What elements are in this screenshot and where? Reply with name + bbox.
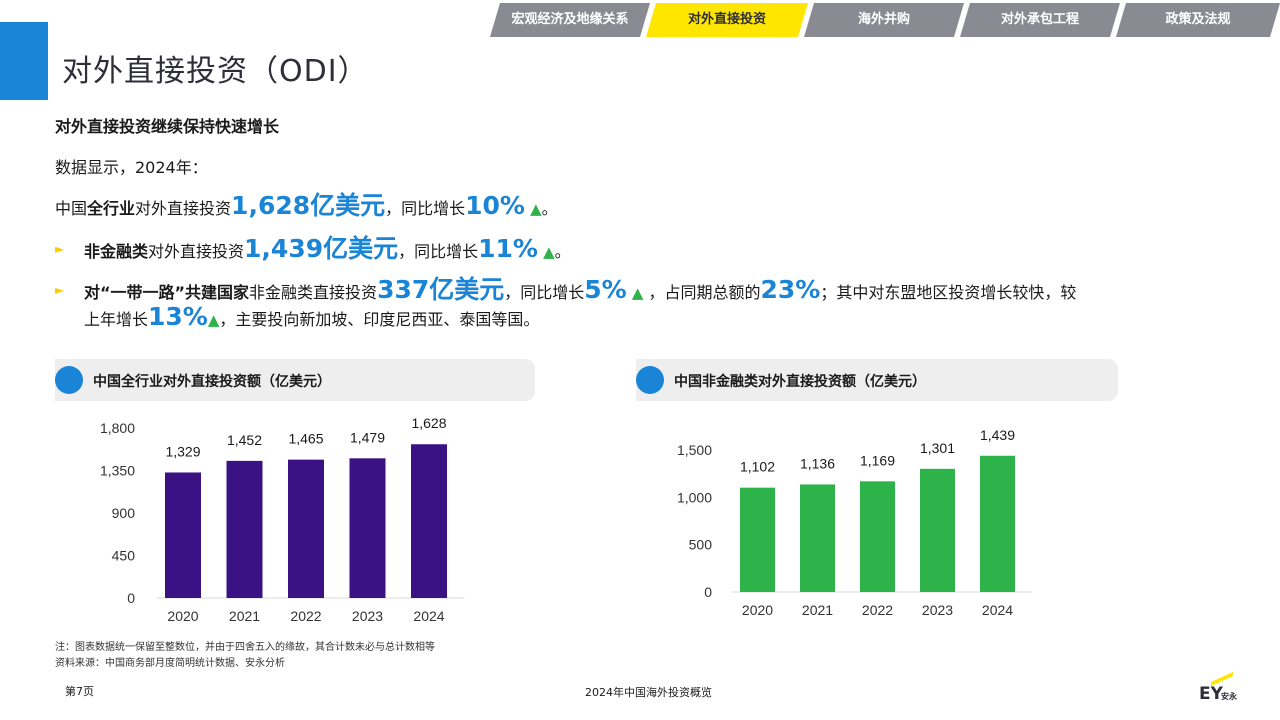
bar-chart-all-industries: 0 450 900 1,350 1,800 1,329 2020 1,452 2021 1,465… xyxy=(100,415,465,624)
up-arrow-icon: ▲ xyxy=(631,284,644,302)
intro-text: 数据显示，2024年： xyxy=(55,158,208,177)
x-tick-label: 2021 xyxy=(229,608,260,624)
bullet-arrow-icon: ► xyxy=(55,242,65,256)
bar xyxy=(740,487,775,592)
y-tick-label: 0 xyxy=(704,584,712,600)
bar-chart-non-financial: 0 500 1,000 1,500 1,102 2020 1,136 2021 1,169 202… xyxy=(677,430,1032,618)
y-tick-label: 900 xyxy=(112,505,136,521)
summary-line-non-financial: 非金融类对外直接投资1,439亿美元，同比增长11% ▲。 xyxy=(84,234,571,263)
belt-road-share: 23% xyxy=(760,275,821,304)
tab-odi[interactable]: 对外直接投资 xyxy=(646,3,808,37)
bar-value-label: 1,301 xyxy=(920,440,955,456)
page-number: 第7页 xyxy=(65,685,94,698)
belt-road-value: 337亿美元 xyxy=(377,275,505,304)
bar xyxy=(349,458,386,598)
bar-value-label: 1,628 xyxy=(411,415,446,431)
chart-header-non-financial: 中国非金融类对外直接投资额（亿美元） xyxy=(636,359,1118,401)
bar-value-label: 1,439 xyxy=(980,430,1015,443)
circle-icon xyxy=(55,366,83,394)
chart-title-non-financial: 中国非金融类对外直接投资额（亿美元） xyxy=(674,374,926,390)
x-tick-label: 2022 xyxy=(290,608,321,624)
non-financial-growth: 11% xyxy=(478,234,538,263)
bar xyxy=(165,472,201,598)
bar xyxy=(288,459,324,598)
footer-report-title: 2024年中国海外投资概览 xyxy=(585,686,712,699)
y-tick-label: 0 xyxy=(127,590,135,606)
y-tick-label: 1,350 xyxy=(100,463,135,479)
top-navigation: 宏观经济及地缘关系 对外直接投资 海外并购 对外承包工程 政策及法规 xyxy=(490,3,1280,37)
tab-policy[interactable]: 政策及法规 xyxy=(1116,3,1280,37)
up-arrow-icon: ▲ xyxy=(543,243,555,261)
bar-value-label: 1,465 xyxy=(288,431,323,447)
data-source: 资料来源：中国商务部月度简明统计数据、安永分析 xyxy=(55,658,285,669)
bar xyxy=(800,484,835,592)
bar xyxy=(920,468,955,592)
tab-contract-projects[interactable]: 对外承包工程 xyxy=(960,3,1120,37)
tab-macro-economy[interactable]: 宏观经济及地缘关系 xyxy=(490,3,650,37)
bar xyxy=(980,455,1015,592)
total-odi-value: 1,628亿美元 xyxy=(231,191,386,220)
x-tick-label: 2024 xyxy=(982,602,1013,618)
summary-line-asean: 上年增长13%▲，主要投向新加坡、印度尼西亚、泰国等国。 xyxy=(84,302,540,331)
x-tick-label: 2022 xyxy=(862,602,893,618)
ey-logo: EY 安永 xyxy=(1197,668,1257,708)
bar-value-label: 1,479 xyxy=(350,429,385,445)
bar-value-label: 1,329 xyxy=(165,443,200,459)
y-tick-label: 500 xyxy=(689,537,713,553)
chart-title-all-industries: 中国全行业对外直接投资额（亿美元） xyxy=(93,374,331,390)
asean-growth: 13% xyxy=(148,302,208,331)
belt-road-growth: 5% xyxy=(584,275,627,304)
circle-icon xyxy=(636,366,664,394)
bar-value-label: 1,136 xyxy=(800,455,835,471)
bar xyxy=(860,481,895,592)
bar-value-label: 1,169 xyxy=(860,452,895,468)
bar xyxy=(411,444,447,598)
x-tick-label: 2020 xyxy=(742,602,773,618)
y-tick-label: 1,500 xyxy=(677,442,712,458)
y-tick-label: 450 xyxy=(112,548,136,564)
y-tick-label: 1,000 xyxy=(677,489,712,505)
non-financial-value: 1,439亿美元 xyxy=(244,234,399,263)
total-odi-growth: 10% xyxy=(465,191,525,220)
summary-line-belt-road: 对“一带一路”共建国家非金融类直接投资337亿美元，同比增长5% ▲ ，占同期总… xyxy=(84,275,1077,304)
bar-value-label: 1,452 xyxy=(227,432,262,448)
x-tick-label: 2020 xyxy=(167,608,198,624)
x-tick-label: 2023 xyxy=(922,602,953,618)
summary-line-all-industries: 中国全行业对外直接投资1,628亿美元，同比增长10% ▲。 xyxy=(55,191,558,220)
page-title: 对外直接投资（ODI） xyxy=(62,54,369,89)
x-tick-label: 2024 xyxy=(413,608,444,624)
title-accent-bar xyxy=(0,22,48,100)
section-subheading: 对外直接投资继续保持快速增长 xyxy=(55,117,280,136)
x-tick-label: 2023 xyxy=(352,608,383,624)
x-tick-label: 2021 xyxy=(802,602,833,618)
up-arrow-icon: ▲ xyxy=(530,200,542,218)
bar-value-label: 1,102 xyxy=(740,459,775,475)
bullet-arrow-icon: ► xyxy=(55,283,65,297)
y-tick-label: 1,800 xyxy=(100,420,135,436)
up-arrow-icon: ▲ xyxy=(207,311,220,329)
chart-note: 注：图表数据统一保留至整数位，并由于四舍五入的缘故，其合计数未必与总计数相等 xyxy=(55,642,435,653)
chart-header-all-industries: 中国全行业对外直接投资额（亿美元） xyxy=(55,359,535,401)
tab-overseas-ma[interactable]: 海外并购 xyxy=(804,3,964,37)
bar xyxy=(226,460,263,598)
